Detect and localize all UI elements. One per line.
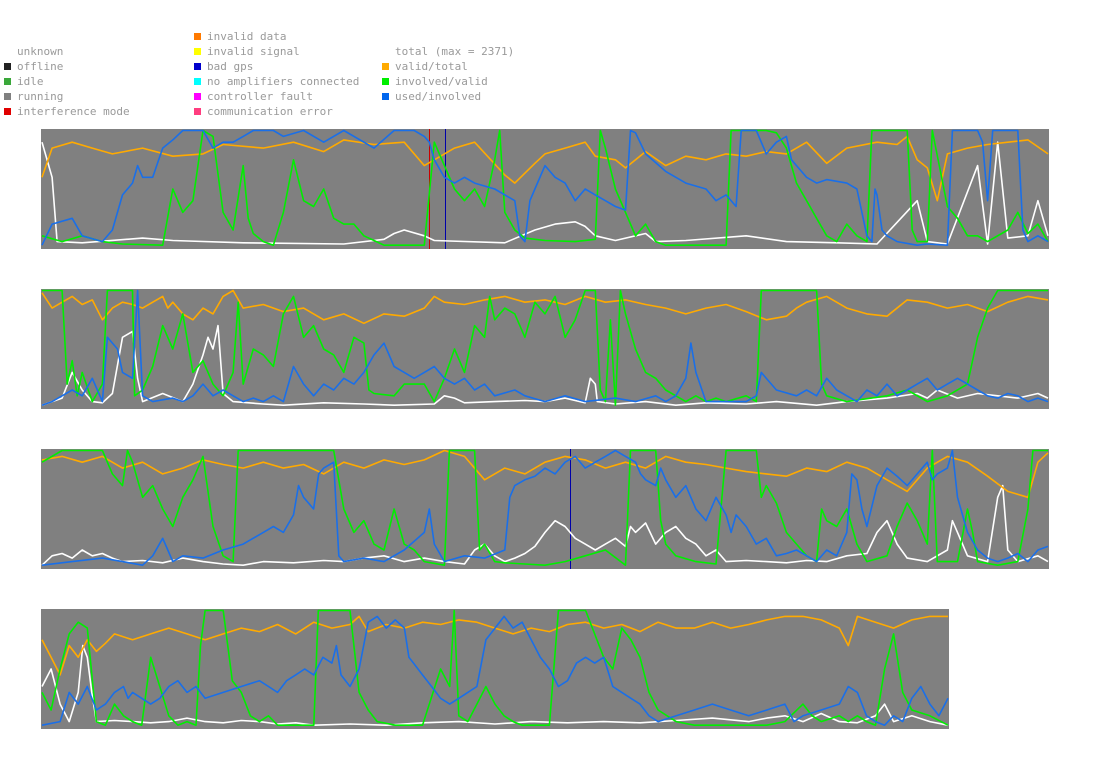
involved-valid-line — [41, 129, 1049, 246]
involved-valid-line — [41, 609, 949, 726]
valid-total-line — [41, 449, 1049, 499]
legend-item-involved-valid: involved/valid — [382, 74, 488, 89]
running-background — [41, 289, 1049, 409]
valid-total-line — [41, 135, 1049, 202]
legend-swatch — [194, 48, 201, 55]
legend-swatch — [382, 78, 389, 85]
legend-swatch — [4, 48, 11, 55]
running-background — [41, 449, 1049, 569]
legend-label: offline — [17, 60, 64, 73]
strip-plot — [41, 129, 1049, 249]
involved-valid-line — [42, 289, 1048, 406]
legend-item-running: running — [4, 89, 63, 104]
legend-swatch — [382, 48, 389, 55]
legend-swatch — [194, 33, 201, 40]
strip-plot — [41, 289, 1049, 409]
legend-swatch — [382, 63, 389, 70]
used-involved-line — [41, 129, 1049, 246]
strip-plot — [41, 609, 949, 729]
legend-label: invalid signal — [207, 45, 300, 58]
legend-item-controller-fault: controller fault — [194, 89, 313, 104]
used-involved-line — [41, 615, 949, 726]
legend-item-bad-gps: bad gps — [194, 59, 253, 74]
strip-plot — [41, 449, 1049, 569]
legend-label: involved/valid — [395, 75, 488, 88]
legend-swatch — [4, 78, 11, 85]
legend-label: invalid data — [207, 30, 287, 43]
legend-item-interference-mode: interference mode — [4, 104, 130, 119]
legend-item-no-amplifiers-connected: no amplifiers connected — [194, 74, 359, 89]
legend-swatch — [4, 93, 11, 100]
legend-swatch — [382, 93, 389, 100]
total-line — [41, 484, 1049, 566]
legend-label: total (max = 2371) — [395, 45, 515, 58]
chart-strip-1 — [41, 129, 1049, 249]
legend-label: valid/total — [395, 60, 468, 73]
legend-label: running — [17, 90, 64, 103]
involved-valid-line — [41, 449, 1048, 566]
valid-total-line — [41, 289, 1049, 325]
legend-label: unknown — [17, 45, 64, 58]
legend-swatch — [194, 63, 201, 70]
chart-strip-4 — [41, 609, 949, 729]
legend-item-unknown: unknown — [4, 44, 63, 59]
legend-item-invalid-signal: invalid signal — [194, 44, 300, 59]
legend: unknown offline idle running interference mo… — [0, 0, 1095, 125]
legend-item-invalid-data: invalid data — [194, 29, 286, 44]
legend-label: no amplifiers connected — [207, 75, 360, 88]
chart-strip-2 — [41, 289, 1049, 409]
legend-item-offline: offline — [4, 59, 63, 74]
legend-item-valid-total: valid/total — [382, 59, 468, 74]
chart-strip-3 — [41, 449, 1049, 569]
legend-item-total-max-2371: total (max = 2371) — [382, 44, 514, 59]
legend-swatch — [194, 78, 201, 85]
legend-label: communication error — [207, 105, 333, 118]
legend-swatch — [194, 93, 201, 100]
legend-label: used/involved — [395, 90, 482, 103]
legend-label: interference mode — [17, 105, 130, 118]
used-involved-line — [41, 289, 1049, 406]
legend-swatch — [194, 108, 201, 115]
used-involved-line — [41, 449, 1049, 566]
legend-swatch — [4, 108, 11, 115]
legend-label: bad gps — [207, 60, 254, 73]
valid-total-line — [41, 615, 948, 676]
legend-item-used-involved: used/involved — [382, 89, 481, 104]
legend-item-communication-error: communication error — [194, 104, 333, 119]
legend-label: controller fault — [207, 90, 313, 103]
running-background — [41, 129, 1049, 249]
legend-swatch — [4, 63, 11, 70]
legend-label: idle — [17, 75, 44, 88]
legend-item-idle: idle — [4, 74, 44, 89]
